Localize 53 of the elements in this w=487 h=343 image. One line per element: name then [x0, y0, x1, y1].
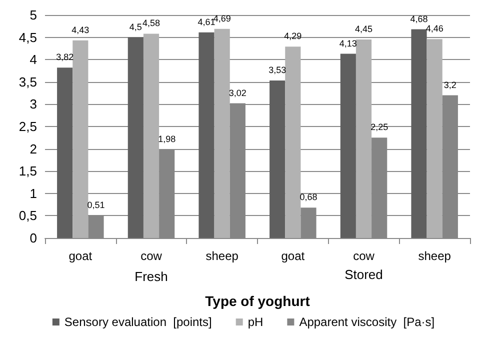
y-tick-label: 2,5 — [18, 119, 37, 134]
data-label: 0,51 — [87, 200, 105, 210]
y-tick-label: 5 — [30, 8, 37, 22]
bar — [356, 40, 372, 238]
bar — [411, 29, 427, 238]
data-label: 4,58 — [142, 18, 160, 28]
y-tick-label: 1,5 — [18, 164, 37, 179]
data-label: 4,68 — [410, 14, 428, 24]
data-label: 3,82 — [56, 52, 74, 62]
data-label: 3,53 — [268, 65, 286, 76]
data-label: 4,29 — [284, 31, 302, 42]
bar — [128, 37, 144, 238]
bar — [72, 40, 88, 238]
data-label: 3,2 — [444, 80, 456, 90]
text: Fresh — [134, 269, 168, 284]
data-label: 4,69 — [213, 13, 231, 24]
data-label: 4,45 — [354, 24, 373, 34]
bar — [426, 39, 442, 238]
bar — [57, 68, 73, 238]
bar — [340, 54, 356, 238]
data-label: 4,5 — [129, 22, 142, 32]
legend-label: Apparent viscosity [Pa·s] — [299, 315, 435, 329]
y-tick-label: 0 — [30, 230, 37, 246]
data-label: 4,43 — [72, 24, 90, 35]
y-tick-label: 0,5 — [18, 208, 37, 224]
y-tick-label: 2 — [30, 141, 37, 156]
y-tick-label: 1 — [30, 186, 37, 201]
data-label: 4,46 — [426, 24, 444, 34]
x-tick-label: sheep — [418, 249, 452, 263]
x-tick-label: goat — [68, 249, 93, 263]
data-label: 4,13 — [339, 38, 357, 48]
bar — [270, 80, 286, 238]
data-label: 1,98 — [158, 134, 176, 144]
bar — [285, 46, 301, 238]
bar — [214, 28, 230, 238]
x-tick-label: sheep — [206, 249, 239, 263]
y-tick-label: 3 — [30, 96, 37, 112]
y-tick-label: 4 — [30, 52, 37, 68]
x-tick-label: cow — [140, 249, 162, 263]
data-label: 3,02 — [228, 88, 246, 98]
data-label: 4,61 — [198, 16, 216, 27]
legend-label: Sensory evaluation [points] — [64, 315, 212, 329]
bar — [198, 32, 214, 238]
data-label: 2,25 — [370, 122, 388, 132]
y-tick-label: 3,5 — [18, 74, 37, 90]
y-tick-label: 4,5 — [18, 30, 37, 45]
legend-label: pH — [248, 315, 264, 329]
text: Stored — [344, 267, 383, 282]
data-label: 0,68 — [300, 192, 318, 202]
x-tick-label: goat — [281, 249, 306, 263]
x-axis-title: Type of yoghurt — [205, 293, 310, 309]
x-tick-label: cow — [353, 249, 375, 263]
bar — [143, 34, 160, 238]
